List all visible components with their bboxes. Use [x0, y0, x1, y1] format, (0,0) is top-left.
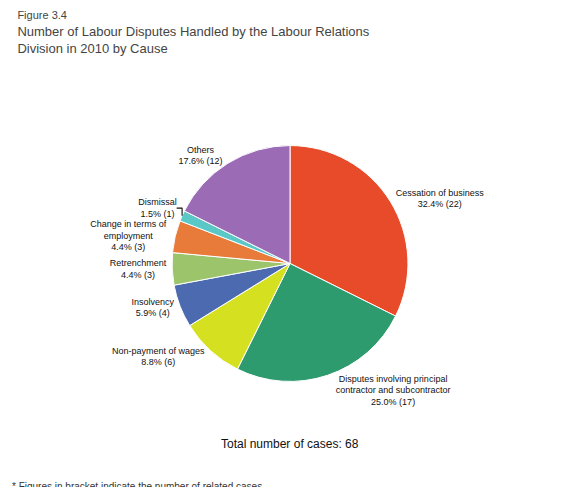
svg-text:Others17.6% (12): Others17.6% (12): [178, 145, 222, 167]
svg-text:Total number of cases: 68: Total number of cases: 68: [221, 437, 359, 451]
svg-text:Figure 3.4Number of Labour Dis: Figure 3.4Number of Labour Disputes Hand…: [17, 9, 369, 56]
svg-text:Disputes involving principalco: Disputes involving principalcontractor a…: [336, 374, 451, 407]
svg-text:Retrenchment4.4% (3): Retrenchment4.4% (3): [110, 258, 167, 280]
svg-text:Non-payment of wages8.8% (6): Non-payment of wages8.8% (6): [112, 346, 205, 368]
svg-text:* Figures in bracket indicate: * Figures in bracket indicate the number…: [12, 481, 262, 487]
svg-text:Change in terms ofemployment4.: Change in terms ofemployment4.4% (3): [90, 219, 167, 252]
svg-text:Cessation of business32.4% (22: Cessation of business32.4% (22): [396, 188, 485, 210]
svg-text:Dismissal1.5% (1): Dismissal1.5% (1): [138, 197, 177, 219]
svg-text:Insolvency5.9% (4): Insolvency5.9% (4): [132, 297, 175, 319]
